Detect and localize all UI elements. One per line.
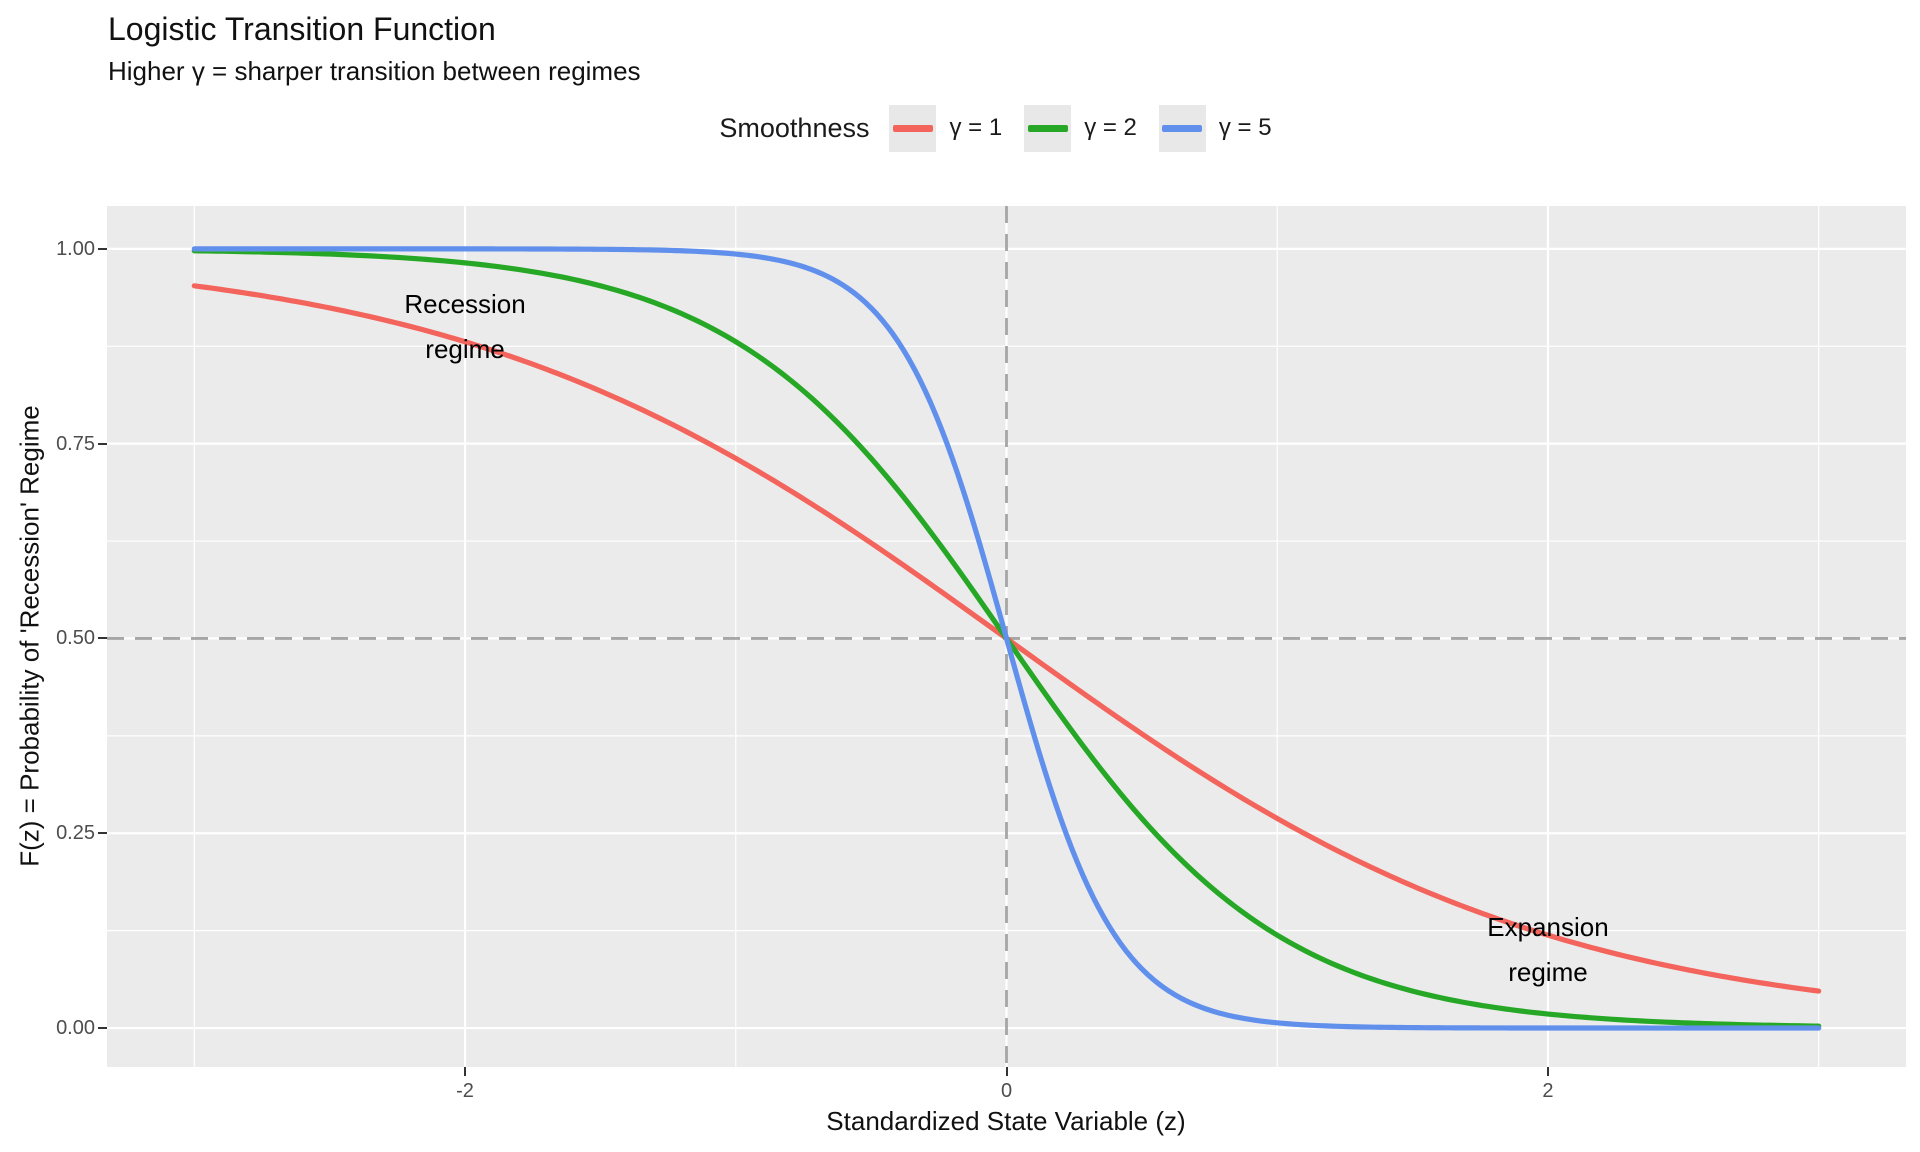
legend-title: Smoothness (719, 112, 870, 143)
y-tick-mark (98, 1027, 107, 1030)
legend-key (889, 104, 937, 152)
legend-entry-label: γ = 1 (949, 114, 1003, 141)
x-axis-title: Standardized State Variable (z) (826, 1106, 1186, 1136)
regime-annotation: Expansion regime (1487, 912, 1609, 988)
regime-annotation: Recession regime (404, 288, 526, 364)
legend-entry-label: γ = 5 (1218, 114, 1272, 141)
x-tick-mark (464, 1067, 467, 1076)
legend: Smoothness γ = 1 γ = 2 γ = 5 (107, 102, 1906, 154)
x-tick-label: -2 (456, 1080, 474, 1102)
chart-title: Logistic Transition Function (108, 11, 496, 47)
legend-entry: γ = 1 (889, 104, 1003, 152)
y-tick-mark (98, 637, 107, 640)
y-tick-mark (98, 247, 107, 250)
legend-line-swatch (1027, 124, 1068, 132)
legend-key (1158, 104, 1206, 152)
x-tick-label: 2 (1542, 1080, 1554, 1102)
legend-line-swatch (1162, 124, 1203, 132)
y-tick-label: 1.00 (56, 237, 95, 260)
x-tick-mark (1005, 1067, 1008, 1076)
legend-entry-label: γ = 2 (1084, 114, 1137, 141)
chart-subtitle: Higher γ = sharper transition between re… (108, 56, 641, 86)
y-tick-mark (98, 442, 107, 445)
y-tick-label: 0.50 (56, 627, 95, 650)
y-tick-mark (98, 832, 107, 835)
legend-entry: γ = 5 (1158, 104, 1272, 152)
legend-key (1024, 104, 1072, 152)
x-tick-label: 0 (1000, 1080, 1013, 1102)
y-tick-label: 0.25 (56, 822, 95, 845)
legend-entry: γ = 2 (1024, 104, 1137, 152)
y-tick-label: 0.00 (56, 1017, 95, 1040)
y-tick-label: 0.75 (56, 432, 95, 455)
legend-line-swatch (892, 124, 933, 132)
plot-panel (107, 206, 1906, 1067)
x-tick-mark (1546, 1067, 1549, 1076)
series-curve (191, 246, 1822, 1031)
plot-canvas (107, 206, 1906, 1067)
